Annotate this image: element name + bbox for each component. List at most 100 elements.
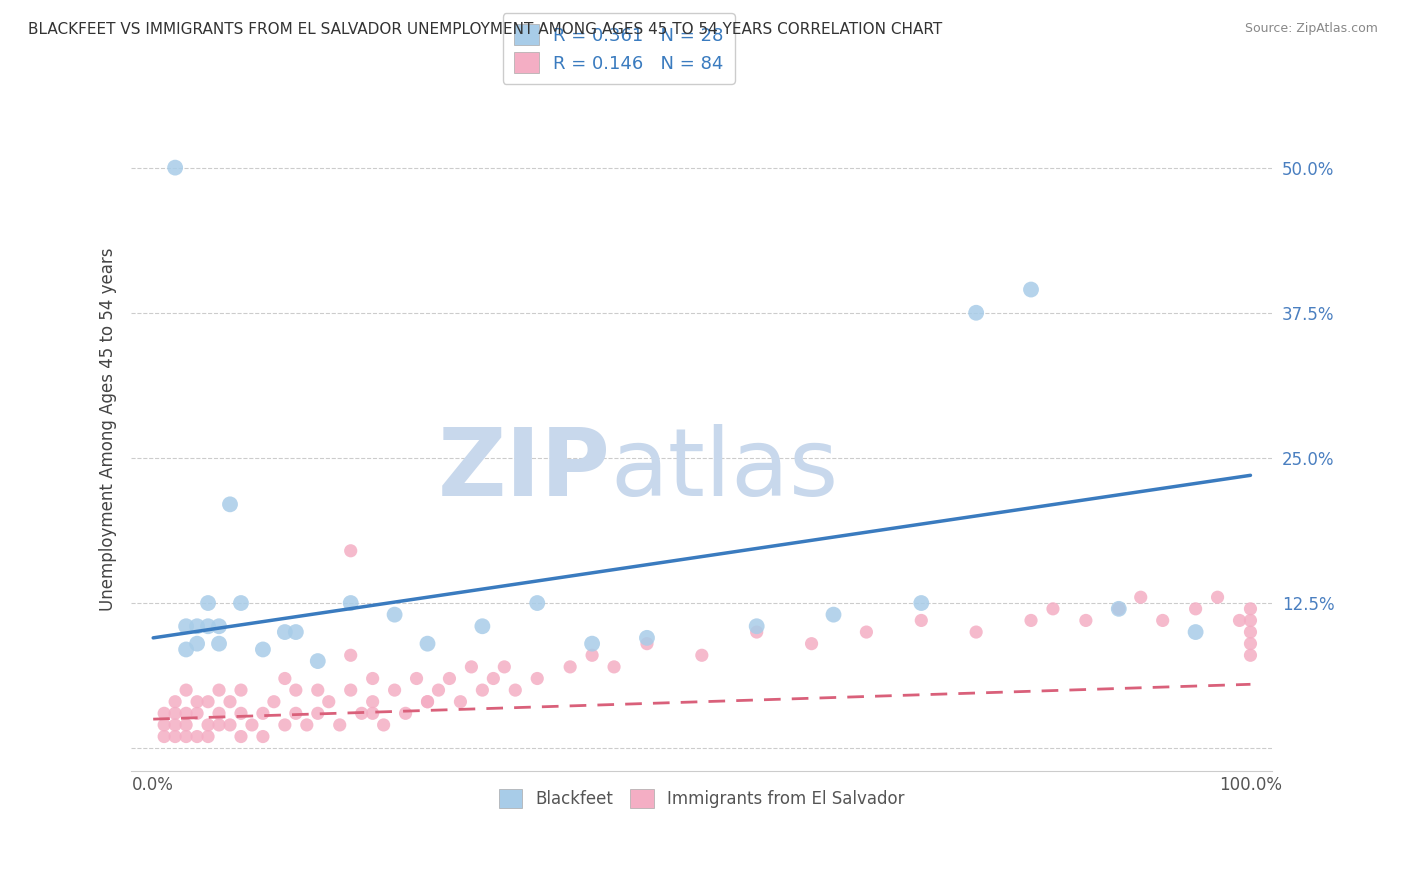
Point — [416, 637, 439, 651]
Point — [560, 660, 582, 674]
Point — [174, 619, 197, 633]
Point — [339, 543, 361, 558]
Point — [439, 672, 461, 686]
Point — [240, 718, 263, 732]
Point — [823, 607, 845, 622]
Point — [307, 654, 329, 668]
Point — [197, 718, 219, 732]
Point — [153, 706, 176, 721]
Point — [416, 695, 439, 709]
Point — [1239, 614, 1261, 628]
Point — [1042, 602, 1064, 616]
Point — [1229, 614, 1251, 628]
Point — [263, 695, 285, 709]
Y-axis label: Unemployment Among Ages 45 to 54 years: Unemployment Among Ages 45 to 54 years — [100, 247, 117, 611]
Point — [252, 642, 274, 657]
Point — [1239, 602, 1261, 616]
Point — [229, 596, 252, 610]
Point — [229, 706, 252, 721]
Point — [339, 683, 361, 698]
Point — [186, 730, 208, 744]
Point — [186, 695, 208, 709]
Point — [284, 625, 307, 640]
Point — [307, 683, 329, 698]
Point — [1129, 591, 1152, 605]
Point — [229, 683, 252, 698]
Point — [274, 625, 297, 640]
Point — [1206, 591, 1229, 605]
Point — [197, 695, 219, 709]
Point — [1184, 602, 1206, 616]
Point — [186, 706, 208, 721]
Point — [229, 730, 252, 744]
Point — [1239, 625, 1261, 640]
Point — [208, 683, 231, 698]
Point — [394, 706, 416, 721]
Point — [197, 730, 219, 744]
Point — [1184, 625, 1206, 640]
Point — [274, 672, 297, 686]
Point — [373, 718, 395, 732]
Point — [1239, 648, 1261, 663]
Point — [910, 614, 932, 628]
Point — [186, 637, 208, 651]
Point — [855, 625, 877, 640]
Point — [405, 672, 427, 686]
Text: Source: ZipAtlas.com: Source: ZipAtlas.com — [1244, 22, 1378, 36]
Point — [965, 306, 987, 320]
Point — [636, 637, 658, 651]
Point — [361, 706, 384, 721]
Legend: Blackfeet, Immigrants from El Salvador: Blackfeet, Immigrants from El Salvador — [492, 782, 911, 814]
Point — [208, 637, 231, 651]
Point — [174, 683, 197, 698]
Point — [965, 625, 987, 640]
Point — [295, 718, 318, 732]
Point — [274, 718, 297, 732]
Point — [252, 730, 274, 744]
Point — [1019, 283, 1042, 297]
Text: BLACKFEET VS IMMIGRANTS FROM EL SALVADOR UNEMPLOYMENT AMONG AGES 45 TO 54 YEARS : BLACKFEET VS IMMIGRANTS FROM EL SALVADOR… — [28, 22, 942, 37]
Point — [910, 596, 932, 610]
Text: atlas: atlas — [610, 424, 839, 516]
Point — [339, 596, 361, 610]
Point — [186, 619, 208, 633]
Point — [197, 596, 219, 610]
Point — [219, 718, 242, 732]
Point — [219, 497, 242, 511]
Point — [745, 625, 768, 640]
Point — [1152, 614, 1174, 628]
Point — [219, 695, 242, 709]
Point — [208, 718, 231, 732]
Point — [174, 730, 197, 744]
Point — [636, 631, 658, 645]
Point — [208, 706, 231, 721]
Point — [1019, 614, 1042, 628]
Point — [165, 695, 187, 709]
Point — [745, 619, 768, 633]
Point — [361, 695, 384, 709]
Point — [1108, 602, 1130, 616]
Point — [581, 648, 603, 663]
Point — [339, 648, 361, 663]
Point — [307, 706, 329, 721]
Point — [460, 660, 482, 674]
Point — [165, 718, 187, 732]
Point — [208, 619, 231, 633]
Point — [1108, 602, 1130, 616]
Point — [526, 596, 548, 610]
Point — [165, 706, 187, 721]
Point — [1074, 614, 1097, 628]
Point — [318, 695, 340, 709]
Point — [384, 683, 406, 698]
Point — [503, 683, 526, 698]
Text: ZIP: ZIP — [437, 424, 610, 516]
Point — [153, 730, 176, 744]
Point — [153, 718, 176, 732]
Point — [471, 683, 494, 698]
Point — [526, 672, 548, 686]
Point — [482, 672, 505, 686]
Point — [471, 619, 494, 633]
Point — [165, 730, 187, 744]
Point — [581, 637, 603, 651]
Point — [165, 161, 187, 175]
